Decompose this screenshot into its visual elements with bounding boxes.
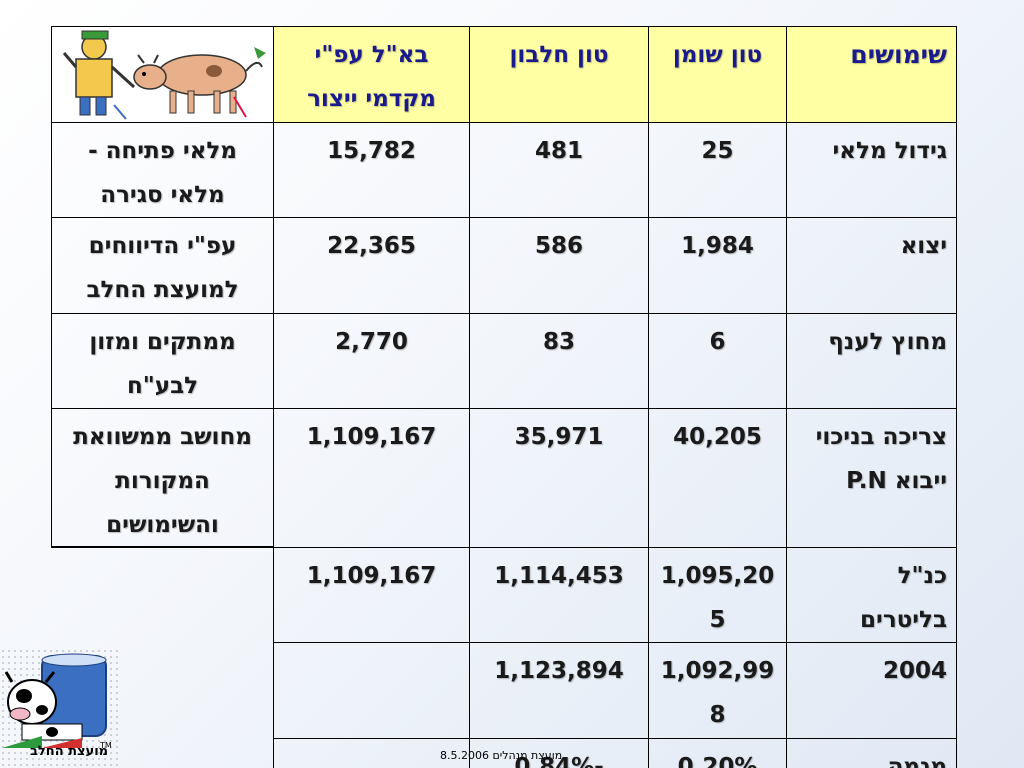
row-2-note: עפ"י הדיווחים למועצת החלב (51, 217, 273, 313)
milk-council-logo: TM (2, 653, 112, 750)
row-4-fat: 40,205 (648, 408, 786, 547)
row-4-liters: 1,109,167 (273, 408, 469, 547)
row-label-2004: 2004 (786, 642, 957, 738)
row-5-protein: 1,114,453 (469, 547, 648, 642)
row-7-protein: -0.84% (469, 738, 648, 768)
row-label-in-liters: כנ"ל בליטרים (786, 547, 957, 642)
row-label-outside-sector: מחוץ לענף (786, 313, 957, 408)
table-left-bottom-border (51, 546, 273, 548)
farmer-cow-illustration (62, 30, 266, 120)
footer-text: מועצת מנהלים 8.5.2006 (440, 749, 563, 762)
row-label-inventory-growth: גידול מלאי (786, 122, 957, 217)
row-3-liters: 2,770 (273, 313, 469, 408)
row-label-trend: מגמה (786, 738, 957, 768)
row-label-consumption: צריכה בניכוי ייבוא P.N (786, 408, 957, 547)
header-uses: שימושים (786, 26, 957, 122)
row-3-protein: 83 (469, 313, 648, 408)
row-7-fat: 0.20% (648, 738, 786, 768)
row-6-liters (273, 642, 469, 738)
header-protein-tons: טון חלבון (469, 26, 648, 122)
row-1-protein: 481 (469, 122, 648, 217)
row-2-protein: 586 (469, 217, 648, 313)
header-fat-tons: טון שומן (648, 26, 786, 122)
row-7-liters (273, 738, 469, 768)
row-6-fat: 1,092,99 8 (648, 642, 786, 738)
row-6-protein: 1,123,894 (469, 642, 648, 738)
row-5-liters: 1,109,167 (273, 547, 469, 642)
row-1-liters: 15,782 (273, 122, 469, 217)
header-liters: בא"ל עפ"י מקדמי ייצור (273, 26, 469, 122)
row-label-export: יצוא (786, 217, 957, 313)
row-2-fat: 1,984 (648, 217, 786, 313)
row-4-note: מחושב ממשוואת המקורות והשימושים (51, 408, 273, 547)
header-illustration-cell (51, 26, 273, 122)
row-3-fat: 6 (648, 313, 786, 408)
row-4-protein: 35,971 (469, 408, 648, 547)
row-3-note: ממתקים ומזון לבע"ח (51, 313, 273, 408)
logo-trademark: TM (99, 741, 112, 750)
row-1-note: מלאי פתיחה - מלאי סגירה (51, 122, 273, 217)
row-2-liters: 22,365 (273, 217, 469, 313)
logo-caption: מועצת החלב (30, 744, 109, 759)
row-5-fat: 1,095,20 5 (648, 547, 786, 642)
table-right-border (956, 26, 957, 768)
row-1-fat: 25 (648, 122, 786, 217)
